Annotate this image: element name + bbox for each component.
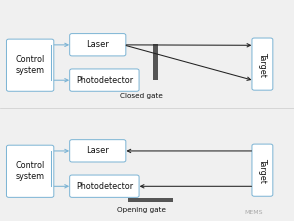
FancyBboxPatch shape: [70, 175, 139, 197]
FancyBboxPatch shape: [6, 145, 54, 197]
Text: Target: Target: [258, 158, 267, 183]
Text: Laser: Laser: [86, 146, 109, 155]
Text: Target: Target: [258, 52, 267, 76]
Text: Control
system: Control system: [16, 161, 45, 181]
Text: Closed gate: Closed gate: [120, 93, 163, 99]
FancyBboxPatch shape: [70, 69, 139, 91]
FancyBboxPatch shape: [252, 38, 273, 90]
FancyBboxPatch shape: [70, 140, 126, 162]
FancyBboxPatch shape: [6, 39, 54, 91]
FancyBboxPatch shape: [153, 44, 158, 80]
FancyBboxPatch shape: [252, 144, 273, 196]
Text: MEMS: MEMS: [244, 210, 263, 215]
Text: Opening gate: Opening gate: [117, 207, 166, 213]
Text: Photodetector: Photodetector: [76, 76, 133, 85]
FancyBboxPatch shape: [70, 34, 126, 56]
Text: Laser: Laser: [86, 40, 109, 49]
Text: Control
system: Control system: [16, 55, 45, 75]
FancyBboxPatch shape: [128, 198, 173, 202]
Text: Photodetector: Photodetector: [76, 182, 133, 191]
